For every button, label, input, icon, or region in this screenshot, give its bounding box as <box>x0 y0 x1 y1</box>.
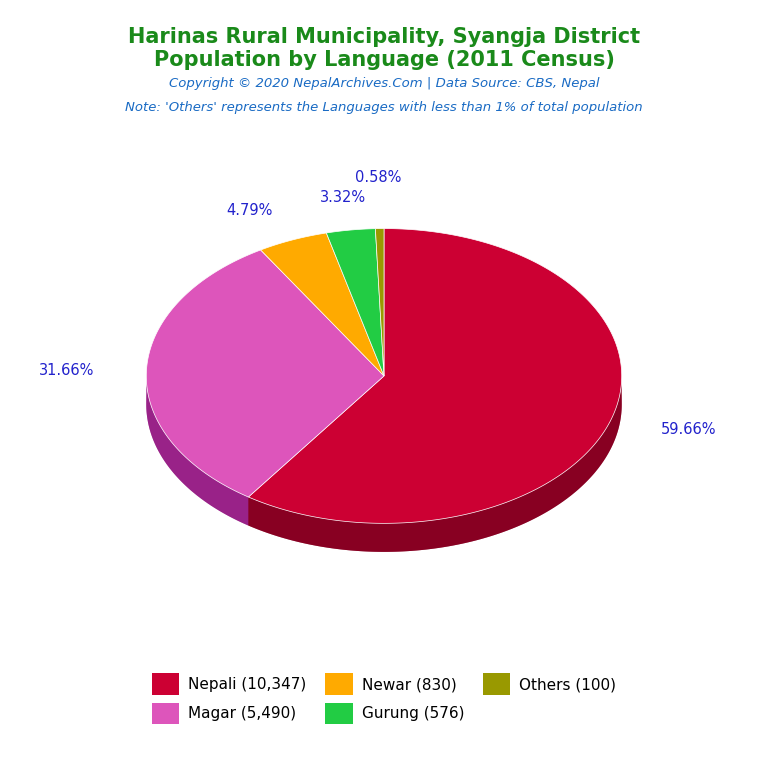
Text: Population by Language (2011 Census): Population by Language (2011 Census) <box>154 50 614 70</box>
Polygon shape <box>146 279 384 525</box>
Polygon shape <box>376 229 384 376</box>
Text: 0.58%: 0.58% <box>355 170 402 184</box>
Polygon shape <box>376 257 384 405</box>
Text: 4.79%: 4.79% <box>226 203 273 217</box>
Polygon shape <box>260 233 384 376</box>
Text: 31.66%: 31.66% <box>38 363 94 378</box>
Polygon shape <box>260 261 384 405</box>
Text: Note: 'Others' represents the Languages with less than 1% of total population: Note: 'Others' represents the Languages … <box>125 101 643 114</box>
Text: 59.66%: 59.66% <box>660 422 717 437</box>
Text: 3.32%: 3.32% <box>320 190 366 205</box>
Polygon shape <box>248 257 622 552</box>
Polygon shape <box>146 250 384 497</box>
Polygon shape <box>248 229 622 523</box>
Polygon shape <box>248 376 384 525</box>
Text: Harinas Rural Municipality, Syangja District: Harinas Rural Municipality, Syangja Dist… <box>128 27 640 47</box>
Polygon shape <box>146 376 248 525</box>
Polygon shape <box>248 376 384 525</box>
Polygon shape <box>326 229 384 376</box>
Text: Copyright © 2020 NepalArchives.Com | Data Source: CBS, Nepal: Copyright © 2020 NepalArchives.Com | Dat… <box>169 77 599 90</box>
Legend: Nepali (10,347), Magar (5,490), Newar (830), Gurung (576), Others (100): Nepali (10,347), Magar (5,490), Newar (8… <box>144 666 624 732</box>
Polygon shape <box>248 377 622 552</box>
Polygon shape <box>326 257 384 405</box>
